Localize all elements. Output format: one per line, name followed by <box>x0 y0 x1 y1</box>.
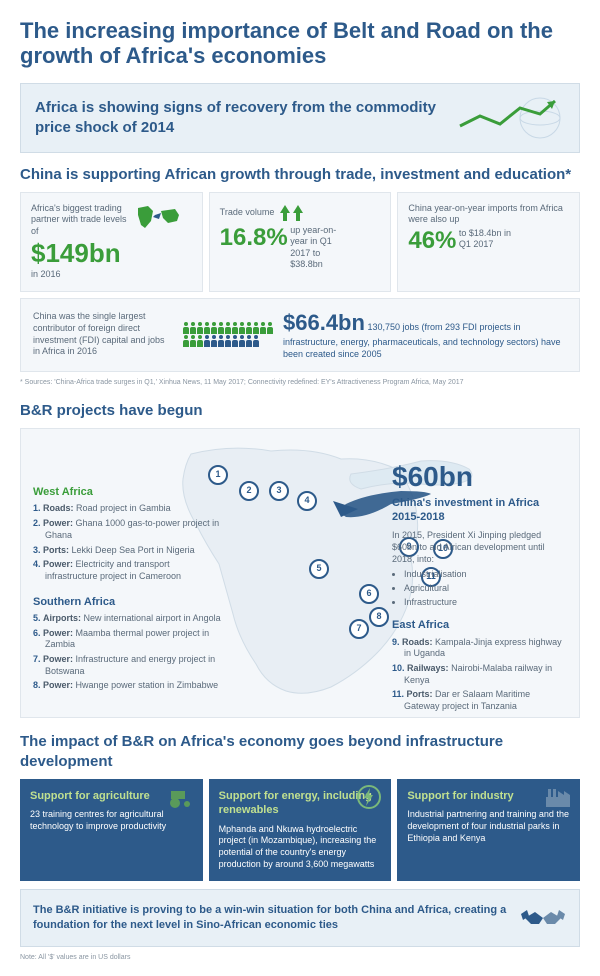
person-icon <box>232 322 238 334</box>
person-icon <box>253 322 259 334</box>
person-icon <box>190 335 196 347</box>
person-icon <box>190 322 196 334</box>
stat1-pre: Africa's biggest trading partner with tr… <box>31 203 127 236</box>
project-item: 1. Roads: Road project in Gambia <box>33 503 223 515</box>
stats-row: Africa's biggest trading partner with tr… <box>20 192 580 292</box>
region-west-head: West Africa <box>33 485 223 499</box>
impact-text: Industrial partnering and training and t… <box>407 809 570 844</box>
south-list: 5. Airports: New international airport i… <box>33 613 223 692</box>
impact-text: Mphanda and Nkuwa hydroelectric project … <box>219 824 382 871</box>
stat1-value: $149bn <box>31 238 121 268</box>
footer-note: Note: All '$' values are in US dollars <box>20 953 580 962</box>
recovery-text: Africa is showing signs of recovery from… <box>35 98 455 137</box>
fdi-left-text: China was the single largest contributor… <box>33 311 173 358</box>
person-icon <box>260 322 266 334</box>
person-icon <box>183 322 189 334</box>
impact-box: Support for industry Industrial partneri… <box>397 779 580 880</box>
person-icon <box>246 322 252 334</box>
impact-box: Support for agriculture 23 training cent… <box>20 779 203 880</box>
handshake-icon <box>519 900 567 936</box>
stat3-value: 46% <box>408 227 456 254</box>
stat-box-trade-volume: Trade volume 16.8% up year-on-year in Q1… <box>209 192 392 292</box>
recovery-chart-icon <box>455 96 565 140</box>
person-icon <box>197 335 203 347</box>
project-item: 5. Airports: New international airport i… <box>33 613 223 625</box>
stat2-suf: up year-on-year in Q1 2017 to $38.8bn <box>290 225 345 270</box>
investment-text: In 2015, President Xi Jinping pledged $6… <box>392 530 567 608</box>
stat-box-imports: China year-on-year imports from Africa w… <box>397 192 580 292</box>
section-head-impact: The impact of B&R on Africa's economy go… <box>20 732 580 771</box>
impact-text: 23 training centres for agricultural tec… <box>30 809 193 832</box>
people-icon-grid <box>183 322 273 347</box>
person-icon <box>246 335 252 347</box>
person-icon <box>239 322 245 334</box>
person-icon <box>218 335 224 347</box>
investment-bullet: Industrialisation <box>404 569 567 581</box>
project-item: 3. Ports: Lekki Deep Sea Port in Nigeria <box>33 545 223 557</box>
impact-row: Support for agriculture 23 training cent… <box>20 779 580 880</box>
winwin-text: The B&R initiative is proving to be a wi… <box>33 903 509 932</box>
person-icon <box>267 322 273 334</box>
investment-bullet: Agricultural <box>404 583 567 595</box>
stat2-value: 16.8% <box>220 224 288 251</box>
stat-box-trade-partner: Africa's biggest trading partner with tr… <box>20 192 203 292</box>
winwin-box: The B&R initiative is proving to be a wi… <box>20 889 580 947</box>
stat1-suf: in 2016 <box>31 269 61 279</box>
section-head-trade: China is supporting African growth throu… <box>20 165 580 185</box>
section-head-projects: B&R projects have begun <box>20 401 580 421</box>
project-item: 7. Power: Infrastructure and energy proj… <box>33 654 223 677</box>
person-icon <box>204 322 210 334</box>
person-icon <box>197 322 203 334</box>
project-item: 4. Power: Electricity and transport infr… <box>33 559 223 582</box>
project-item: 8. Power: Hwange power station in Zimbab… <box>33 680 223 692</box>
recovery-banner: Africa is showing signs of recovery from… <box>20 83 580 153</box>
map-right-column: $60bn China's investment in Africa 2015-… <box>392 459 567 716</box>
stat3-suf: to $18.4bn in Q1 2017 <box>459 228 514 251</box>
project-item: 9. Roads: Kampala-Jinja express highway … <box>392 637 567 660</box>
person-icon <box>225 322 231 334</box>
person-icon <box>225 335 231 347</box>
project-item: 2. Power: Ghana 1000 gas-to-power projec… <box>33 518 223 541</box>
factory-icon <box>544 785 572 809</box>
east-list: 9. Roads: Kampala-Jinja express highway … <box>392 637 567 713</box>
person-icon <box>211 322 217 334</box>
person-icon <box>218 322 224 334</box>
tractor-icon <box>167 785 195 809</box>
person-icon <box>239 335 245 347</box>
person-icon <box>183 335 189 347</box>
investment-sub: China's investment in Africa 2015-2018 <box>392 496 567 525</box>
map-section: 1234567891011 West Africa 1. Roads: Road… <box>20 428 580 718</box>
west-list: 1. Roads: Road project in Gambia 2. Power… <box>33 503 223 582</box>
arrows-up-icon <box>278 203 306 223</box>
investment-value: $60bn <box>392 459 567 495</box>
impact-box: Support for energy, including renewables… <box>209 779 392 880</box>
person-icon <box>232 335 238 347</box>
project-item: 10. Railways: Nairobi-Malaba railway in … <box>392 663 567 686</box>
person-icon <box>211 335 217 347</box>
stat3-pre: China year-on-year imports from Africa w… <box>408 203 563 224</box>
region-east-head: East Africa <box>392 618 567 632</box>
source-note: * Sources: 'China-Africa trade surges in… <box>20 378 580 387</box>
region-south-head: Southern Africa <box>33 595 223 609</box>
fdi-box: China was the single largest contributor… <box>20 298 580 372</box>
map-left-column: West Africa 1. Roads: Road project in Ga… <box>33 485 223 695</box>
fdi-value: $66.4bn <box>283 310 365 335</box>
person-icon <box>253 335 259 347</box>
fdi-right: $66.4bn 130,750 jobs (from 293 FDI proje… <box>283 309 567 361</box>
project-item: 6. Power: Maamba thermal power project i… <box>33 628 223 651</box>
person-icon <box>204 335 210 347</box>
project-item: 11. Ports: Dar er Salaam Maritime Gatewa… <box>392 689 567 712</box>
bolt-icon <box>355 785 383 809</box>
africa-china-icon <box>133 203 183 241</box>
stat2-pre: Trade volume <box>220 207 275 218</box>
main-title: The increasing importance of Belt and Ro… <box>20 18 580 69</box>
investment-bullet: Infrastructure <box>404 597 567 609</box>
